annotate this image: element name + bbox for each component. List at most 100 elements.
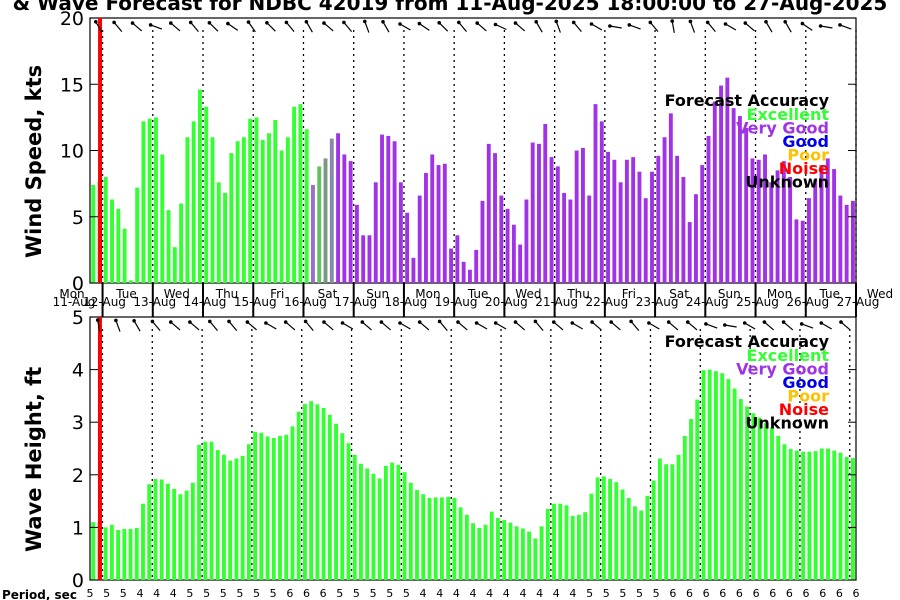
wave-direction-arrowhead xyxy=(781,320,786,324)
wind-bar xyxy=(241,137,246,283)
wave-bar xyxy=(794,450,799,580)
wave-direction-arrowhead xyxy=(799,322,804,326)
wind-ytick-label: 0 xyxy=(72,273,84,295)
wind-bar xyxy=(756,159,761,283)
wind-bar xyxy=(555,166,560,283)
period-value: 6 xyxy=(719,587,726,600)
wave-direction-arrow xyxy=(189,321,200,331)
wind-bar xyxy=(480,200,485,283)
wave-bar xyxy=(832,450,837,580)
wave-bar xyxy=(770,427,774,580)
wave-direction-arrowhead xyxy=(114,318,118,323)
period-value: 5 xyxy=(370,587,377,600)
wind-legend-good: Good xyxy=(782,132,829,151)
wind-bar xyxy=(719,85,724,283)
wind-direction-arrow xyxy=(535,21,543,33)
wind-direction-arrow xyxy=(573,22,582,32)
wind-direction-arrow xyxy=(820,25,833,29)
wave-bar xyxy=(327,414,332,580)
wind-direction-arrowhead xyxy=(554,19,559,24)
wind-bar xyxy=(637,171,642,283)
period-value: 5 xyxy=(236,587,243,600)
wind-bar xyxy=(166,210,171,284)
wave-bar xyxy=(639,510,644,580)
wind-bar xyxy=(675,155,680,283)
wave-direction-arrow xyxy=(170,321,181,331)
wind-direction-arrow xyxy=(343,22,353,32)
wind-bar xyxy=(518,244,523,283)
wind-legend-very-good: Very Good xyxy=(736,119,829,138)
period-value: 6 xyxy=(819,587,826,600)
wind-bar xyxy=(587,195,592,283)
day-name-label: Sat xyxy=(318,287,338,301)
wind-direction-arrow xyxy=(495,23,507,31)
wave-bar xyxy=(209,441,214,580)
wind-bar xyxy=(850,200,855,283)
wave-bar xyxy=(439,497,444,580)
wave-direction-arrow xyxy=(133,320,141,332)
period-value: 5 xyxy=(653,587,660,600)
period-value: 4 xyxy=(569,587,576,600)
wave-bar xyxy=(321,408,326,580)
day-date-label: 23-Aug xyxy=(636,295,679,309)
wind-bar xyxy=(537,143,541,284)
day-date-label: 14-Aug xyxy=(184,295,227,309)
wind-bar xyxy=(486,143,491,284)
wind-bar xyxy=(725,77,730,284)
wind-bar xyxy=(267,133,271,283)
wind-direction-arrowhead xyxy=(226,21,230,26)
wave-bar xyxy=(757,417,762,580)
wind-bar xyxy=(612,159,617,283)
wind-legend-unknown: Unknown xyxy=(745,173,829,192)
wind-direction-arrowhead xyxy=(838,23,842,27)
wave-direction-arrow xyxy=(572,322,583,330)
wind-ytick-label: 5 xyxy=(72,207,84,229)
period-value: 5 xyxy=(270,587,277,600)
wave-bar xyxy=(309,401,314,580)
wind-bar xyxy=(543,124,548,283)
wave-bar xyxy=(103,527,108,580)
day-name-label: Sun xyxy=(718,287,741,301)
wave-bar xyxy=(253,431,258,580)
wind-direction-arrowhead xyxy=(457,20,461,25)
wave-bar xyxy=(633,506,637,580)
wind-direction-arrow xyxy=(629,24,641,30)
wave-legend-title: Forecast Accuracy xyxy=(665,332,830,351)
wave-direction-arrowhead xyxy=(474,321,479,325)
wave-ytick-label: 5 xyxy=(72,307,84,329)
wind-bar xyxy=(154,117,158,284)
wave-direction-arrowhead xyxy=(208,319,212,324)
wind-bar xyxy=(461,261,466,283)
wave-bar xyxy=(128,528,133,580)
wave-bar xyxy=(776,435,781,580)
wave-bar xyxy=(359,463,363,580)
wind-bar xyxy=(273,120,278,283)
wave-bar xyxy=(122,528,127,580)
wave-bar xyxy=(271,437,276,580)
wind-legend-poor: Poor xyxy=(787,146,829,165)
wave-ytick-label: 4 xyxy=(72,360,84,382)
wind-bar xyxy=(417,195,422,283)
wind-bar xyxy=(380,134,384,283)
wave-bar xyxy=(452,497,457,580)
wind-direction-arrowhead xyxy=(188,20,193,25)
wave-bar xyxy=(844,456,849,580)
wave-direction-arrow xyxy=(534,321,544,331)
wind-bar xyxy=(712,101,717,283)
wave-bar xyxy=(153,479,158,580)
wave-direction-arrowhead xyxy=(132,319,136,323)
wave-direction-arrow xyxy=(495,322,507,330)
day-name-label: Tue xyxy=(467,287,489,301)
wind-bar xyxy=(687,222,692,283)
wind-direction-arrowhead xyxy=(475,21,480,25)
wind-bar xyxy=(467,269,472,283)
wave-direction-arrow xyxy=(247,321,257,331)
wind-bar xyxy=(329,138,334,283)
wind-direction-arrow xyxy=(399,23,411,31)
wind-direction-arrowhead xyxy=(608,24,612,28)
wind-direction-arrow xyxy=(248,21,256,33)
wind-bar xyxy=(449,248,454,283)
wave-direction-arrow xyxy=(476,322,488,330)
wind-bar xyxy=(411,257,416,283)
wave-bar xyxy=(427,497,432,580)
